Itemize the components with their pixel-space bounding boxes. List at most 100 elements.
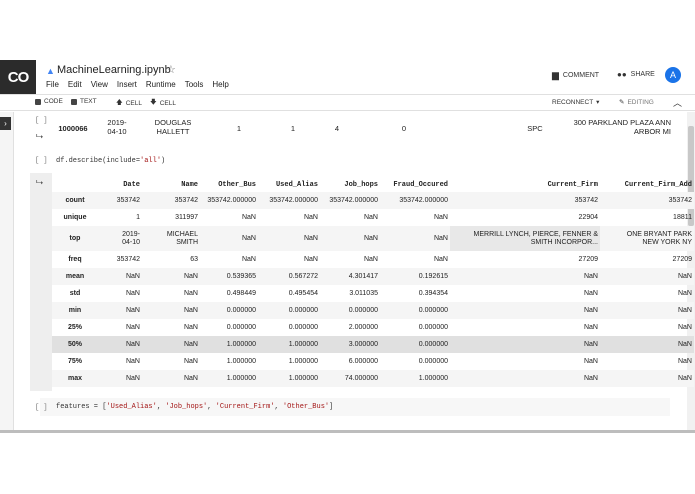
table-cell: 74.000000	[344, 374, 378, 382]
menu-insert[interactable]: Insert	[116, 80, 137, 89]
comment-button[interactable]: ▆ COMMENT	[552, 70, 599, 81]
table-cell: 353742.000000	[399, 196, 448, 204]
previous-output-row: 1000066 2019- 04-10 DOUGLAS HALLETT 1 1 …	[55, 117, 675, 141]
cell-run-bracket[interactable]: [ ]	[35, 157, 48, 165]
reconnect-label: RECONNECT	[552, 98, 594, 106]
collapse-header-button[interactable]: ︿	[673, 96, 682, 109]
code-cell[interactable]: features = ['Used_Alias', 'Job_hops', 'C…	[40, 398, 670, 416]
table-cell: NaN	[183, 340, 198, 348]
cell-run-bracket[interactable]: [ ]	[35, 404, 48, 412]
table-cell: 1.000000	[226, 357, 256, 365]
table-cell: 353742.000000	[269, 196, 318, 204]
code-string: 'Current_Firm'	[215, 403, 275, 411]
menu-view[interactable]: View	[90, 80, 108, 89]
avatar[interactable]: A	[665, 67, 681, 83]
code-line[interactable]: df.describe(include='all')	[56, 157, 165, 165]
row-label: 25%	[67, 324, 82, 331]
table-cell: NaN	[677, 323, 692, 331]
menu-edit[interactable]: Edit	[67, 80, 82, 89]
table-cell: 2.000000	[348, 323, 378, 331]
table-cell: NaN	[677, 306, 692, 314]
table-cell: 0.495454	[288, 289, 318, 297]
move-cell-down-button[interactable]: 🡇 CELL	[150, 98, 176, 109]
table-cell: 0.192615	[418, 272, 448, 280]
table-cell: NaN	[583, 306, 598, 314]
share-label: SHARE	[630, 71, 655, 78]
cell-value: 300 PARKLAND PLAZA ANN ARBOR MI	[573, 118, 671, 136]
add-text-button[interactable]: TEXT	[71, 98, 97, 105]
move-down-label: CELL	[159, 100, 176, 107]
table-cell: NaN	[183, 357, 198, 365]
output-gutter	[30, 173, 52, 391]
cell-value: 0	[401, 124, 407, 133]
move-cell-up-button[interactable]: 🡅 CELL	[116, 98, 142, 109]
table-cell: 27209	[578, 255, 598, 263]
menu-file[interactable]: File	[46, 80, 59, 89]
expand-sidebar-icon[interactable]: ›	[0, 117, 11, 130]
notebook-toolbar: CODE TEXT 🡅 CELL 🡇 CELL RECONNECT ▾ ✎ ED…	[0, 94, 695, 111]
table-cell: 353742.000000	[207, 196, 256, 204]
menu-tools[interactable]: Tools	[184, 80, 204, 89]
table-cell: NaN	[125, 289, 140, 297]
row-label: std	[69, 290, 81, 297]
table-cell: 2019- 04-10	[122, 230, 140, 246]
table-row: max NaN NaN 1.000000 1.000000 74.000000 1.0000…	[52, 370, 694, 387]
table-cell: NaN	[363, 234, 378, 242]
table-cell: MICHAEL SMITH	[166, 230, 198, 246]
cell-run-bracket[interactable]: [ ]	[35, 117, 48, 125]
scrollbar-thumb[interactable]	[688, 126, 694, 226]
table-cell: NaN	[303, 213, 318, 221]
code-string: 'Other_Bus'	[282, 403, 330, 411]
table-cell: 0.394354	[418, 289, 448, 297]
table-row: mean NaN NaN 0.539365 0.567272 4.301417 0.1926…	[52, 268, 694, 285]
table-cell: NaN	[125, 374, 140, 382]
table-cell: 0.567272	[288, 272, 318, 280]
pencil-icon: ✎	[619, 99, 625, 106]
star-icon[interactable]: ☆	[166, 64, 176, 76]
table-cell: NaN	[583, 289, 598, 297]
table-cell: NaN	[125, 272, 140, 280]
column-header: Other_Bus	[218, 180, 256, 189]
people-icon: ●●	[617, 70, 627, 79]
table-cell: 353742.000000	[329, 196, 378, 204]
table-cell: 1.000000	[288, 357, 318, 365]
table-cell: NaN	[433, 234, 448, 242]
table-row: top 2019- 04-10 MICHAEL SMITH NaN NaN NaN NaN M…	[52, 226, 694, 251]
plus-icon	[35, 98, 41, 105]
column-header: Date	[123, 180, 140, 189]
cell-value: 1000066	[58, 124, 88, 133]
scrollbar[interactable]	[687, 112, 695, 430]
table-corner	[52, 177, 98, 192]
editing-mode-button[interactable]: ✎ EDITING	[619, 98, 654, 107]
table-cell: 1.000000	[226, 374, 256, 382]
drive-icon: ▲	[46, 66, 55, 76]
comment-icon: ▆	[552, 70, 559, 80]
output-icon[interactable]: ⮡	[36, 177, 44, 187]
table-cell: NaN	[125, 323, 140, 331]
table-cell: 27209	[672, 255, 692, 263]
reconnect-button[interactable]: RECONNECT ▾	[552, 98, 599, 107]
output-icon[interactable]: ⮡	[36, 131, 44, 141]
table-cell: NaN	[363, 255, 378, 263]
notebook-title[interactable]: MachineLearning.ipynb	[57, 64, 171, 76]
table-row: 75% NaN NaN 1.000000 1.000000 6.000000 0.00000…	[52, 353, 694, 370]
add-code-button[interactable]: CODE	[35, 98, 63, 105]
column-header: Job_hops	[344, 180, 378, 189]
table-header-row: Date Name Other_Bus Used_Alias Job_hops …	[52, 177, 694, 192]
table-cell: NaN	[183, 323, 198, 331]
table-cell: NaN	[677, 374, 692, 382]
share-button[interactable]: ●● SHARE	[617, 70, 655, 79]
table-cell: 0.000000	[226, 323, 256, 331]
menu-runtime[interactable]: Runtime	[145, 80, 176, 89]
table-cell: 0.000000	[348, 306, 378, 314]
cell-value: 1	[290, 124, 296, 133]
plus-icon	[71, 98, 77, 105]
colab-logo[interactable]: CO	[0, 60, 36, 94]
table-cell: 353742	[574, 196, 598, 204]
table-row: freq 353742 63 NaN NaN NaN NaN 27209 27209	[52, 251, 694, 268]
table-cell: 0.000000	[418, 306, 448, 314]
column-header: Fraud_Occured	[393, 180, 448, 189]
table-cell: 353742	[174, 196, 198, 204]
menu-help[interactable]: Help	[212, 80, 229, 89]
table-cell: 4.301417	[348, 272, 378, 280]
